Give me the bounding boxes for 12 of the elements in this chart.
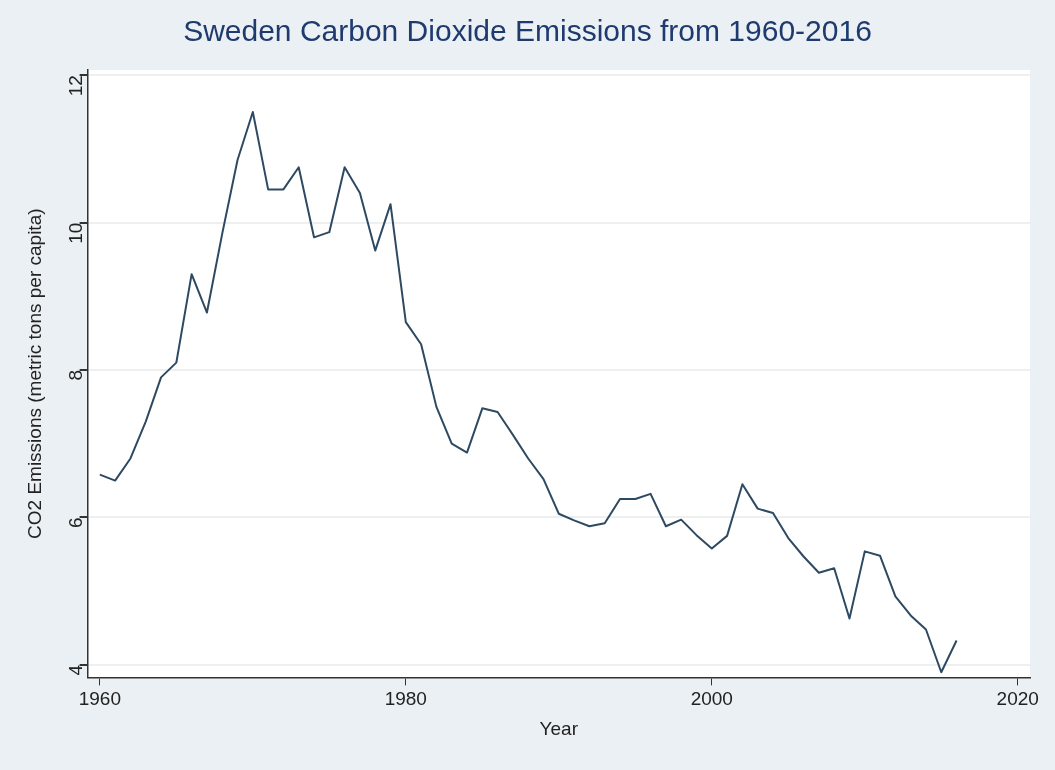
chart-title: Sweden Carbon Dioxide Emissions from 1960-2016 [182, 14, 873, 48]
y-tick-label: 12 [64, 75, 86, 97]
x-tick-label: 2000 [690, 688, 733, 710]
y-tick-label: 4 [64, 664, 86, 676]
y-tick-label: 10 [64, 222, 86, 244]
y-tick-label: 8 [64, 370, 86, 381]
x-tick-label: 1980 [384, 688, 427, 710]
y-tick-label: 6 [64, 517, 86, 529]
y-axis-title: CO2 Emissions (metric tons per capita) [23, 208, 45, 539]
x-tick-label: 1960 [78, 688, 121, 710]
x-axis-title: Year [539, 717, 579, 739]
x-tick-label: 2020 [996, 688, 1039, 710]
